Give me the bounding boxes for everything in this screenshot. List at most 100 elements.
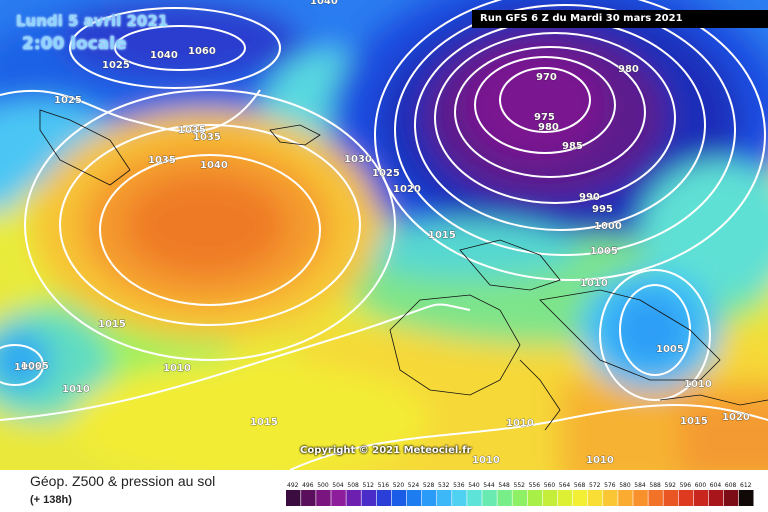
isobar-label: 1005 <box>21 361 49 372</box>
scale-swatch <box>391 490 407 506</box>
scale-tick-label: 580 <box>619 482 631 489</box>
isobar-label: 1015 <box>98 319 126 330</box>
isobar-label: 1010 <box>62 384 90 395</box>
isobar-label: 1015 <box>428 230 456 241</box>
scale-swatch <box>527 490 543 506</box>
scale-tick-label: 528 <box>423 482 435 489</box>
scale-swatch <box>497 490 512 506</box>
coastlines <box>39 109 768 431</box>
scale-tick-label: 496 <box>302 482 314 489</box>
scale-swatch <box>572 490 588 506</box>
scale-tick-label: 520 <box>393 482 405 489</box>
isobar-label: 1035 <box>178 125 206 136</box>
isobar-label: 1005 <box>14 362 42 373</box>
scale-tick-label: 544 <box>483 482 495 489</box>
forecast-local-time: 2:00 locale <box>22 34 127 54</box>
scale-swatch <box>603 490 618 506</box>
scale-tick-label: 584 <box>634 482 646 489</box>
isobar-label: 1025 <box>102 60 130 71</box>
scale-swatch <box>301 490 316 506</box>
scale-swatch <box>452 490 467 506</box>
isobar-label: 975 <box>534 112 555 123</box>
scale-tick-label: 548 <box>498 482 510 489</box>
scale-swatch <box>648 490 663 506</box>
isobar-label: 1010 <box>506 418 534 429</box>
scale-swatch <box>663 490 678 506</box>
scale-swatch <box>723 490 739 506</box>
isobar-label: 1010 <box>586 455 614 466</box>
scale-tick-label: 524 <box>408 482 420 489</box>
isobar-label: 980 <box>618 64 639 75</box>
scale-swatch <box>588 490 603 506</box>
isobar-label: 1040 <box>200 160 228 171</box>
scale-tick-label: 500 <box>317 482 329 489</box>
isobar-label: 1040 <box>150 50 178 61</box>
isobar-label: 1020 <box>393 184 421 195</box>
color-scale: 492 496 500 504 508 512 516 520 524 528 532 536 540 5… <box>286 482 754 506</box>
isobar-label: 1015 <box>250 417 278 428</box>
scale-swatch <box>421 490 437 506</box>
scale-tick-label: 608 <box>725 482 737 489</box>
scale-tick-label: 532 <box>438 482 450 489</box>
isobar-label: 1000 <box>594 221 622 232</box>
isobar-label: 985 <box>562 141 583 152</box>
scale-swatch <box>286 490 301 506</box>
copyright-notice: Copyright © 2021 Meteociel.fr <box>300 445 472 456</box>
scale-tick-label: 576 <box>604 482 616 489</box>
model-run-banner: Run GFS 6 Z du Mardi 30 mars 2021 <box>472 10 768 28</box>
scale-tick-label: 540 <box>468 482 480 489</box>
isobar-label: 1030 <box>344 154 372 165</box>
scale-swatch <box>708 490 724 506</box>
map-canvas: 1040 1060 1025 1040 1025 1035 1035 1035 … <box>0 0 768 470</box>
isobar-labels: 1040 1060 1025 1040 1025 1035 1035 1035 … <box>14 0 750 466</box>
isobar-label: 1010 <box>684 379 712 390</box>
forecast-date: Lundi 5 avril 2021 <box>16 12 169 30</box>
scale-swatch <box>678 490 694 506</box>
scale-swatch <box>739 490 754 506</box>
isobar-label: 995 <box>592 204 613 215</box>
isobar-label: 1035 <box>193 132 221 143</box>
scale-tick-label: 508 <box>347 482 359 489</box>
isobar-label: 990 <box>579 192 600 203</box>
scale-swatch <box>406 490 422 506</box>
scale-swatch <box>512 490 527 506</box>
scale-swatch <box>437 490 452 506</box>
scale-tick-label: 588 <box>649 482 661 489</box>
scale-tick-label: 560 <box>544 482 556 489</box>
scale-swatch <box>618 490 633 506</box>
scale-tick-label: 604 <box>710 482 722 489</box>
isobars <box>0 0 768 470</box>
scale-tick-label: 556 <box>529 482 541 489</box>
scale-tick-label: 592 <box>665 482 677 489</box>
isobar-label: 1010 <box>472 455 500 466</box>
scale-swatch <box>376 490 392 506</box>
scale-swatch <box>316 490 331 506</box>
scale-swatch <box>482 490 497 506</box>
scale-tick-label: 572 <box>589 482 601 489</box>
scale-swatch <box>633 490 648 506</box>
isobar-label: 1040 <box>310 0 338 7</box>
scale-swatch <box>346 490 361 506</box>
scale-tick-label: 612 <box>740 482 752 489</box>
scale-swatch <box>361 490 376 506</box>
isobar-label: 1060 <box>188 46 216 57</box>
scale-tick-label: 504 <box>332 482 344 489</box>
isobar-label: 1035 <box>148 155 176 166</box>
product-title: Géop. Z500 & pression au sol <box>30 473 216 489</box>
scale-tick-label: 552 <box>514 482 526 489</box>
scale-tick-label: 492 <box>287 482 299 489</box>
scale-swatch <box>467 490 482 506</box>
isobar-label: 1010 <box>580 278 608 289</box>
isobar-label: 1025 <box>372 168 400 179</box>
lead-time: (+ 138h) <box>30 494 72 506</box>
geopotential-field <box>0 0 768 470</box>
scale-tick-label: 536 <box>453 482 465 489</box>
scale-swatch <box>557 490 573 506</box>
scale-swatch <box>542 490 558 506</box>
scale-tick-label: 512 <box>363 482 375 489</box>
isobar-label: 1020 <box>722 412 750 423</box>
isobar-label: 1015 <box>680 416 708 427</box>
scale-tick-label: 516 <box>378 482 390 489</box>
isobar-label: 970 <box>536 72 557 83</box>
